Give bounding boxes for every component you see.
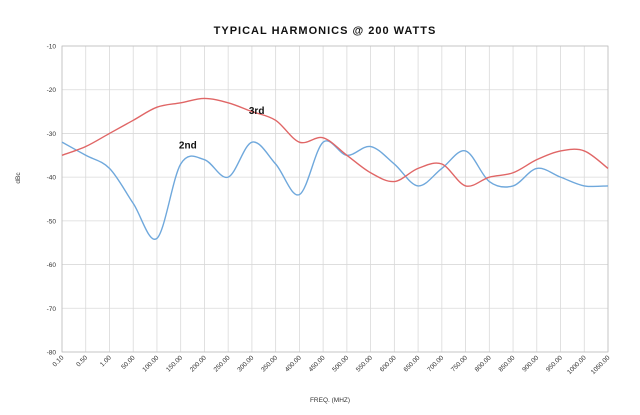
x-tick-label: 1.00 bbox=[99, 354, 113, 368]
x-tick-label: 250.00 bbox=[213, 354, 232, 373]
x-tick-label: 200.00 bbox=[189, 354, 208, 373]
y-tick-label: -50 bbox=[47, 218, 57, 225]
y-tick-label: -60 bbox=[47, 262, 57, 269]
y-tick-label: -30 bbox=[47, 131, 57, 138]
y-axis-label: dBc bbox=[15, 172, 22, 184]
x-tick-label: 1000.00 bbox=[566, 354, 588, 376]
plot-frame bbox=[61, 45, 609, 353]
grid-layer bbox=[61, 45, 609, 353]
x-axis-ticks: 0.10 0.50 1.00 50.00 100.00 150.00 200.00 250.0… bbox=[52, 354, 612, 376]
x-tick-label: 750.00 bbox=[450, 354, 469, 373]
x-tick-label: 400.00 bbox=[284, 354, 303, 373]
y-tick-label: -70 bbox=[47, 306, 57, 313]
chart-title: TYPICAL HARMONICS @ 200 WATTS bbox=[214, 25, 437, 37]
x-tick-label: 450.00 bbox=[308, 354, 327, 373]
x-tick-label: 800.00 bbox=[474, 354, 493, 373]
x-tick-label: 150.00 bbox=[165, 354, 184, 373]
series-label-2nd: 2nd bbox=[179, 141, 197, 152]
x-tick-label: 350.00 bbox=[260, 354, 279, 373]
y-tick-label: -10 bbox=[47, 44, 57, 51]
y-axis-ticks: -10 -20 -30 -40 -50 -60 -70 -80 bbox=[47, 44, 57, 357]
x-tick-label: 850.00 bbox=[497, 354, 516, 373]
y-tick-label: -20 bbox=[47, 87, 57, 94]
x-tick-label: 50.00 bbox=[120, 354, 137, 371]
x-tick-label: 650.00 bbox=[402, 354, 421, 373]
x-tick-label: 550.00 bbox=[355, 354, 374, 373]
x-tick-label: 950.00 bbox=[545, 354, 564, 373]
series-line-3rd bbox=[61, 97, 609, 187]
x-tick-label: 700.00 bbox=[426, 354, 445, 373]
series-line-2nd bbox=[61, 140, 609, 240]
x-tick-label: 600.00 bbox=[379, 354, 398, 373]
series-label-3rd: 3rd bbox=[249, 106, 265, 117]
x-tick-label: 900.00 bbox=[521, 354, 540, 373]
x-tick-label: 100.00 bbox=[141, 354, 160, 373]
x-tick-label: 300.00 bbox=[236, 354, 255, 373]
y-tick-label: -80 bbox=[47, 350, 57, 357]
annotation-layer: 3rd 2nd bbox=[179, 106, 265, 152]
series-layer bbox=[61, 97, 609, 240]
x-tick-label: 500.00 bbox=[331, 354, 350, 373]
y-tick-label: -40 bbox=[47, 175, 57, 182]
x-tick-label: 0.50 bbox=[75, 354, 89, 368]
x-axis-label: FREQ. (MHZ) bbox=[310, 397, 350, 404]
x-tick-label: 1050.00 bbox=[590, 354, 612, 376]
